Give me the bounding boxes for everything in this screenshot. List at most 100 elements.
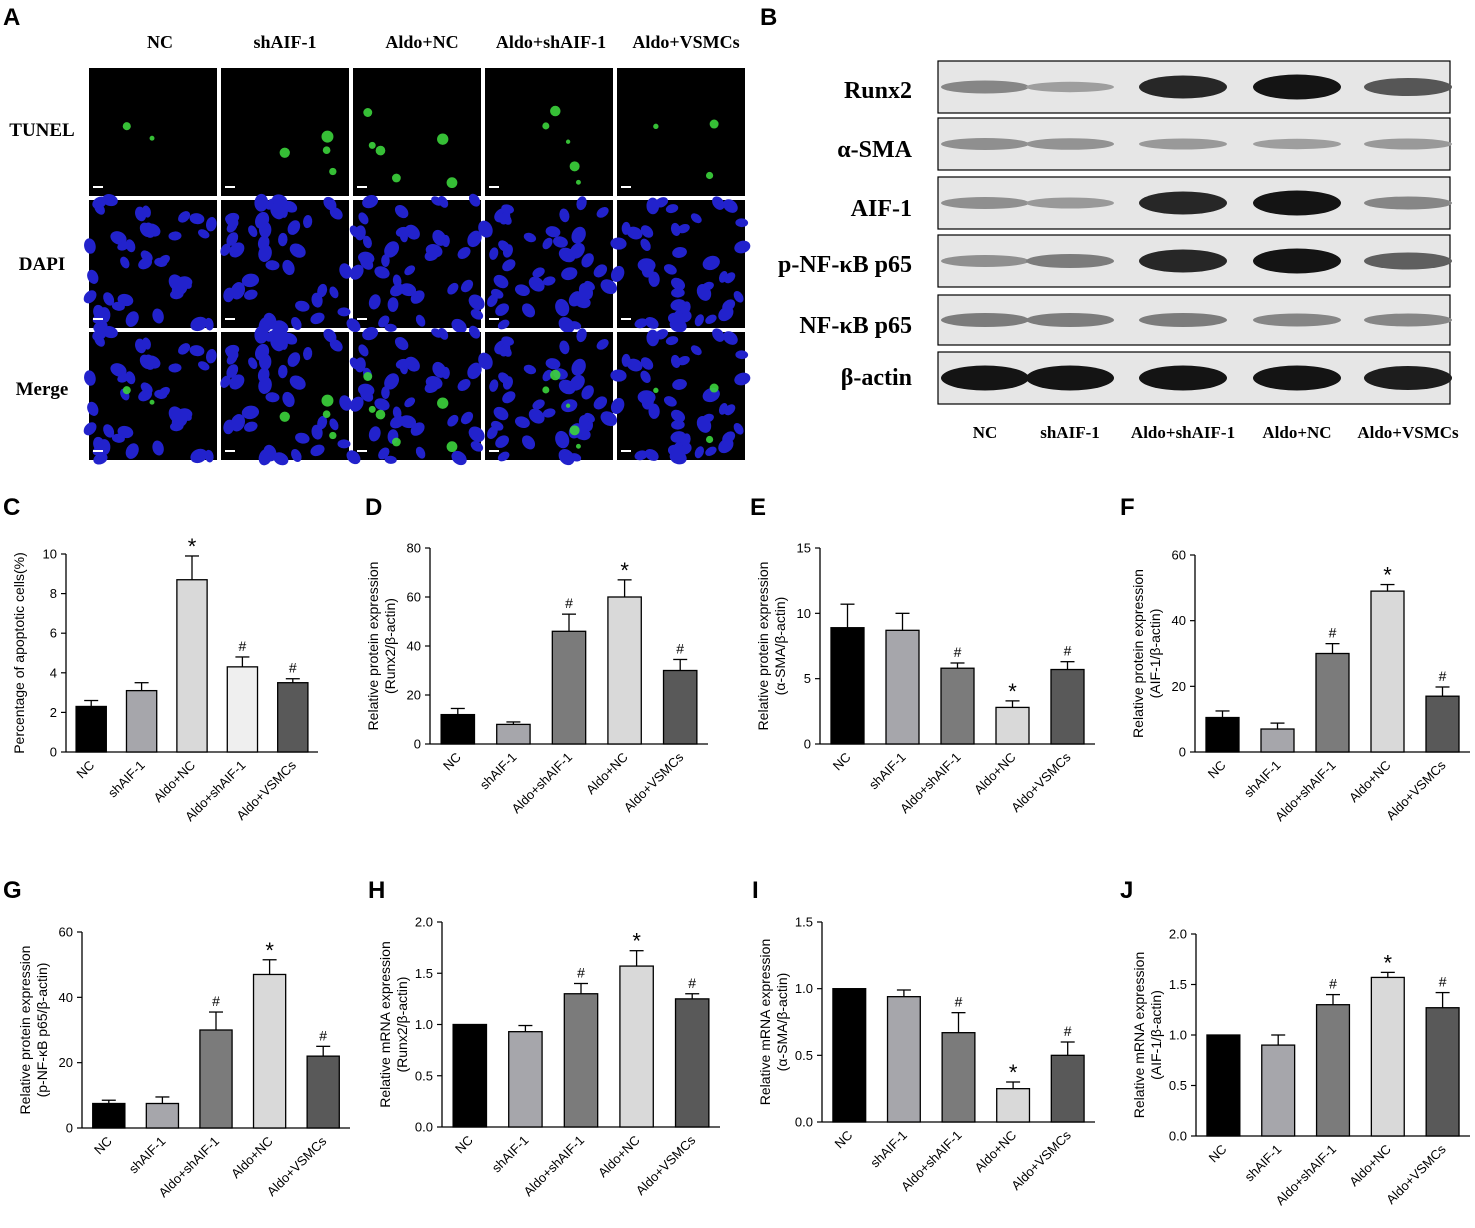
dapi-nucleus (358, 212, 369, 225)
dapi-nucleus (102, 194, 118, 207)
dapi-nucleus (384, 373, 400, 390)
dapi-nucleus (317, 283, 328, 298)
dapi-nucleus (258, 448, 273, 466)
bar (1370, 976, 1405, 1137)
dapi-nucleus (395, 226, 410, 238)
dapi-nucleus (677, 355, 690, 366)
tunel-spot (542, 386, 550, 394)
dapi-nucleus (295, 300, 310, 312)
dapi-nucleus (457, 379, 471, 391)
bar (92, 1102, 126, 1129)
significance-mark: # (1064, 643, 1072, 659)
dapi-nucleus (358, 251, 375, 265)
dapi-nucleus (558, 316, 575, 334)
dapi-nucleus (671, 419, 685, 430)
dapi-nucleus (271, 194, 288, 207)
dapi-nucleus (410, 422, 425, 436)
x-tick-label: Aldo+NC (971, 750, 1019, 798)
tunel-spot (709, 119, 719, 129)
dapi-nucleus (278, 364, 288, 379)
dapi-nucleus (303, 346, 313, 361)
x-tick-label: Aldo+NC (228, 1134, 276, 1182)
dapi-nucleus (265, 392, 280, 403)
bar (1425, 1007, 1460, 1137)
dapi-nucleus (374, 398, 390, 411)
dapi-nucleus (368, 426, 381, 442)
dapi-nucleus (522, 303, 536, 318)
dapi-nucleus (254, 325, 269, 344)
blot-band (1139, 191, 1227, 215)
blot-band (1364, 313, 1452, 327)
dapi-nucleus (390, 283, 405, 297)
bar (226, 666, 259, 753)
chart-h: 0.0 0.5 1.0 1.5 2.0 Relative mRNA expression(… (377, 915, 720, 1199)
dapi-nucleus (111, 301, 125, 311)
panel-letter-c: C (3, 494, 20, 521)
dapi-nucleus (584, 280, 595, 291)
tunel-spot (363, 372, 373, 381)
dapi-nucleus (395, 358, 410, 370)
x-tick-label: shAIF-1 (1241, 758, 1284, 801)
dapi-nucleus (362, 235, 372, 249)
dapi-nucleus (394, 205, 409, 219)
y-tick-label: 40 (407, 639, 421, 654)
y-axis-label: Relative protein expression (365, 562, 381, 731)
dapi-nucleus (581, 253, 594, 268)
bar (277, 682, 309, 753)
lane-label: Aldo+shAIF-1 (1131, 423, 1235, 442)
y-tick-label: 1.0 (795, 981, 813, 996)
y-tick-label: 8 (50, 586, 57, 601)
dapi-nucleus (339, 395, 352, 411)
tunel-spot (122, 386, 131, 395)
bar (1050, 668, 1085, 745)
dapi-nucleus (667, 444, 684, 457)
y-tick-label: 0 (50, 745, 57, 760)
bar (1050, 1054, 1085, 1123)
scale-bar (93, 450, 103, 452)
chart-i: 0.0 0.5 1.0 1.5 Relative mRNA expression (α-S… (757, 915, 1095, 1194)
dapi-nucleus (152, 440, 164, 456)
y-axis-label-2: (p-NF-κB p65/β-actin) (34, 963, 50, 1098)
tunel-spot (709, 383, 719, 393)
y-tick-label: 10 (797, 606, 811, 621)
dapi-nucleus (655, 329, 669, 340)
x-tick-label: shAIF-1 (477, 750, 520, 793)
significance-mark: # (1439, 668, 1447, 684)
dapi-nucleus (226, 364, 239, 378)
dapi-nucleus (143, 354, 156, 370)
y-tick-label: 0.0 (795, 1115, 813, 1130)
bar (996, 1088, 1031, 1123)
dapi-nucleus (158, 386, 170, 398)
y-tick-label: 20 (1172, 679, 1186, 694)
bar (619, 965, 654, 1128)
dapi-nucleus (724, 404, 736, 416)
dapi-nucleus (610, 237, 627, 250)
y-tick-label: 80 (407, 541, 421, 556)
tunel-spot (322, 410, 331, 419)
dapi-nucleus (425, 376, 443, 390)
significance-mark: # (239, 638, 247, 654)
blot-band (1253, 248, 1341, 274)
dapi-nucleus (225, 344, 240, 356)
dapi-nucleus (497, 319, 510, 330)
tunel-spot (437, 133, 449, 145)
dapi-nucleus (600, 279, 618, 295)
dapi-nucleus (287, 220, 301, 235)
dapi-nucleus (555, 298, 570, 317)
dapi-nucleus (303, 214, 313, 229)
panel-letter-g: G (3, 877, 22, 904)
dapi-nucleus (571, 358, 586, 376)
bar (1425, 695, 1460, 753)
tunel-spot (446, 441, 458, 453)
x-tick-label: NC (832, 1128, 856, 1152)
x-tick-label: NC (91, 1134, 115, 1158)
dapi-nucleus (220, 375, 231, 388)
dapi-nucleus (640, 357, 654, 370)
dapi-nucleus (733, 291, 744, 303)
dapi-nucleus (467, 362, 482, 380)
dapi-nucleus (723, 199, 738, 213)
dapi-nucleus (559, 208, 570, 223)
dapi-nucleus (432, 229, 447, 246)
scale-bar (621, 186, 631, 188)
dapi-nucleus (451, 318, 467, 334)
